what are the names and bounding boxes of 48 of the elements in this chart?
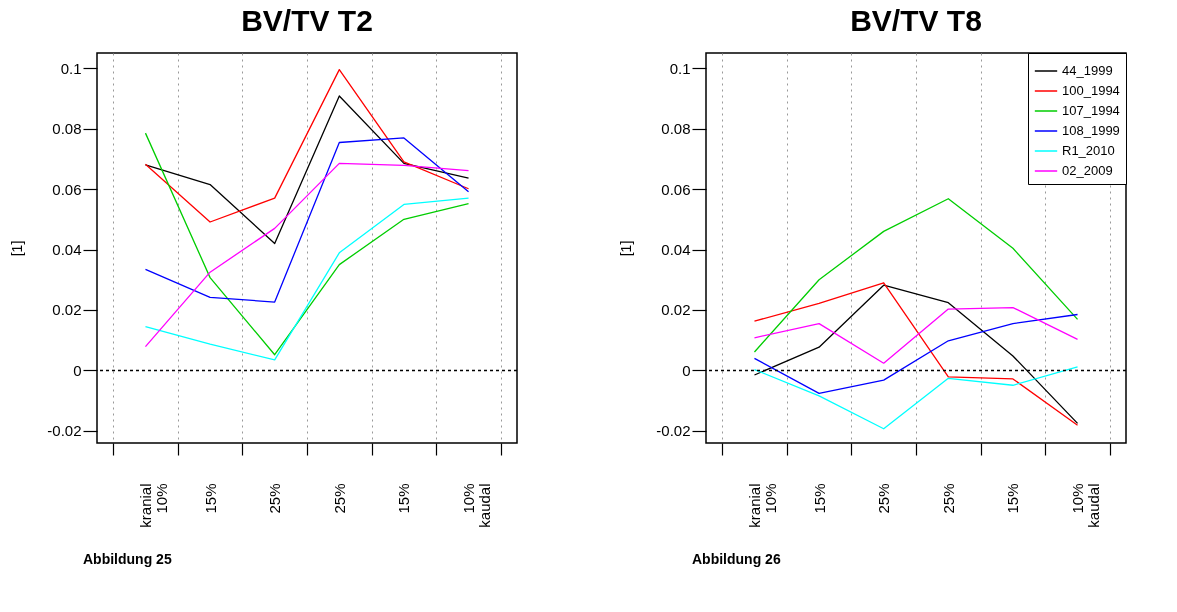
- chart-title: BV/TV T8: [850, 3, 982, 37]
- y-tick-label: 0.1: [669, 59, 691, 77]
- line-series: [144, 197, 470, 361]
- y-tick-label: 0.04: [661, 241, 691, 259]
- y-tick-label: 0.06: [52, 180, 82, 198]
- y-tick-label: 0.02: [52, 301, 82, 319]
- x-tick-label: 15%: [1004, 483, 1022, 514]
- line-series: [753, 366, 1079, 430]
- y-axis-title: [1]: [9, 240, 26, 257]
- text: Abbildung 25: [83, 551, 172, 567]
- line-series: [753, 306, 1079, 364]
- legend-label: 107_1994: [1062, 103, 1120, 118]
- y-tick-label: 0.02: [661, 301, 691, 319]
- x-tick-label: 25%: [939, 483, 957, 514]
- line-series: [753, 313, 1079, 395]
- x-tick-label: 15%: [201, 483, 219, 514]
- x-tick-label: 10% kaudal: [460, 483, 494, 528]
- y-tick-label: 0.06: [661, 180, 691, 198]
- legend-label: R1_2010: [1062, 143, 1115, 158]
- y-tick-label: 0.08: [661, 120, 691, 138]
- y-tick-label: 0.04: [52, 241, 82, 259]
- x-tick-label: 25%: [266, 483, 284, 514]
- y-axis-title: [1]: [618, 240, 635, 257]
- y-tick-label: 0.08: [52, 120, 82, 138]
- y-tick-label: 0: [682, 361, 691, 379]
- chart-title: BV/TV T2: [241, 4, 373, 37]
- x-tick-label: 10% kaudal: [1069, 483, 1103, 528]
- legend-label: 44_1999: [1062, 63, 1113, 78]
- line-series: [753, 198, 1079, 353]
- y-tick-label: -0.02: [47, 422, 82, 440]
- legend-label: 100_1994: [1062, 83, 1120, 98]
- line-series: [144, 162, 470, 348]
- line-series: [144, 137, 470, 303]
- x-tick-label: 15%: [395, 483, 413, 514]
- y-tick-label: 0.1: [60, 59, 82, 77]
- line-series: [144, 68, 470, 223]
- y-tick-label: -0.02: [656, 422, 691, 440]
- line-series: [144, 132, 470, 356]
- legend-label: 108_1999: [1062, 123, 1120, 138]
- y-tick-label: 0: [73, 361, 82, 379]
- x-tick-label: 15%: [810, 483, 828, 514]
- x-tick-label: 25%: [875, 483, 893, 514]
- text: Abbildung 26: [692, 551, 781, 567]
- line-series: [144, 95, 470, 245]
- x-tick-label: kranial 10%: [136, 483, 170, 528]
- legend-label: 02_2009: [1062, 163, 1113, 178]
- x-tick-label: kranial 10%: [745, 483, 779, 528]
- x-tick-label: 25%: [330, 483, 348, 514]
